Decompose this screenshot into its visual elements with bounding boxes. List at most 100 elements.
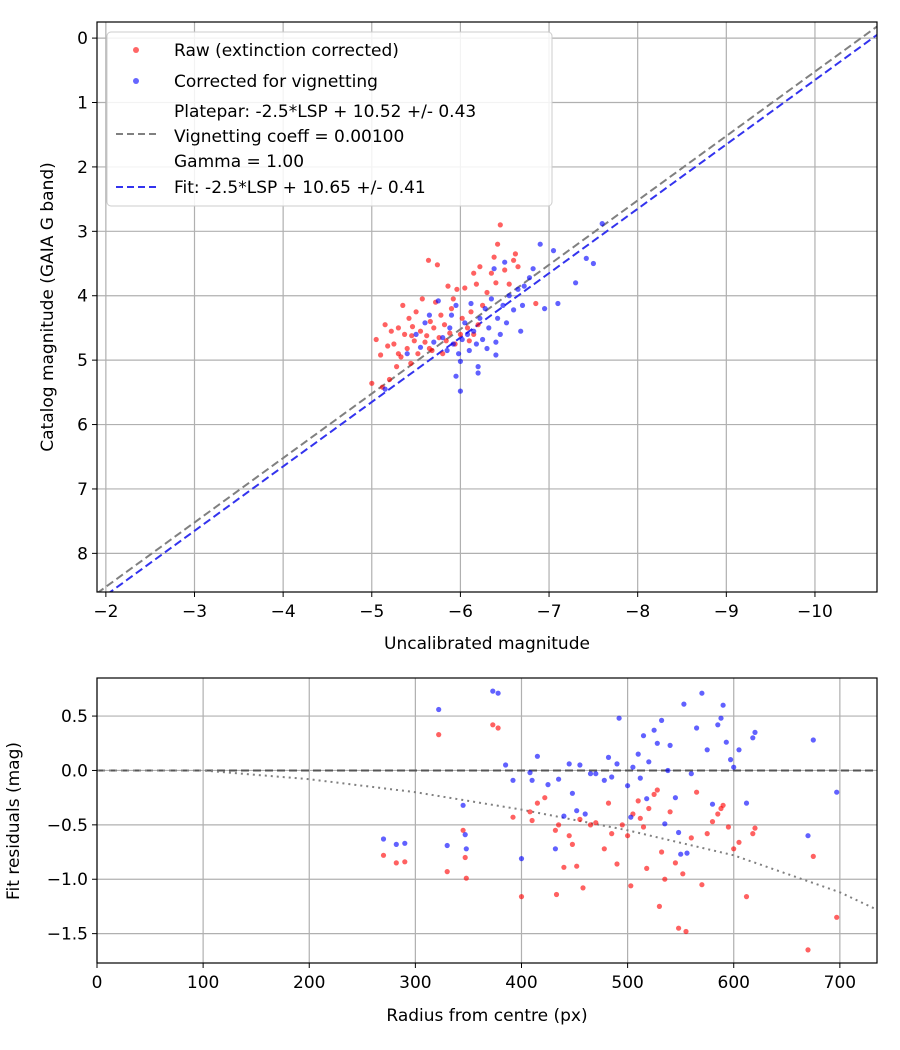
top-point-series-1	[462, 320, 468, 326]
top-point-series-0	[445, 283, 451, 289]
bottom-point-series-0	[720, 802, 726, 808]
bottom-point-series-1	[490, 688, 496, 694]
top-point-series-1	[471, 328, 477, 334]
top-point-series-1	[464, 331, 471, 337]
bottom-point-series-0	[574, 863, 580, 869]
bottom-point-series-1	[684, 850, 690, 856]
top-point-series-0	[440, 351, 446, 357]
bottom-point-series-1	[577, 762, 583, 768]
top-point-series-0	[402, 331, 408, 337]
bottom-point-series-0	[587, 822, 594, 828]
bottom-point-series-0	[709, 819, 716, 825]
bottom-point-series-1	[402, 840, 408, 846]
top-point-series-1	[482, 306, 488, 312]
top-point-series-1	[447, 325, 453, 331]
bottom-point-series-0	[436, 732, 442, 738]
top-point-series-0	[488, 270, 494, 276]
top-point-series-0	[434, 262, 440, 268]
top-point-series-0	[409, 324, 416, 330]
bottom-point-series-1	[444, 842, 450, 849]
top-point-series-1	[448, 312, 455, 318]
top-point-series-1	[475, 370, 481, 376]
top-point-series-0	[378, 352, 384, 358]
bottom-point-series-1	[574, 808, 580, 814]
bottom-point-series-0	[601, 846, 607, 852]
bottom-axes-frame	[96, 677, 878, 964]
top-point-series-0	[388, 328, 394, 334]
top-point-series-1	[537, 241, 543, 247]
bottom-point-series-1	[462, 832, 468, 838]
top-x-axis-label: Uncalibrated magnitude	[384, 634, 590, 654]
top-point-series-1	[453, 302, 459, 308]
top-point-series-1	[484, 345, 490, 352]
bottom-point-series-0	[561, 864, 567, 870]
bottom-point-series-0	[580, 885, 586, 891]
bottom-point-series-1	[460, 802, 466, 808]
bottom-point-series-0	[628, 883, 634, 889]
top-point-series-0	[395, 351, 401, 357]
top-y-tick-label: 3	[77, 222, 88, 242]
top-y-tick-label: 4	[77, 287, 88, 307]
top-point-series-0	[425, 257, 432, 263]
bottom-point-series-0	[444, 869, 450, 875]
bottom-point-series-0	[662, 876, 668, 882]
bottom-point-series-0	[510, 814, 516, 820]
bottom-point-series-0	[625, 833, 631, 839]
bottom-x-tick-label: 0	[92, 973, 103, 993]
top-point-series-1	[491, 266, 497, 272]
bottom-point-series-1	[552, 846, 559, 852]
top-point-series-0	[533, 300, 539, 307]
bottom-point-series-0	[750, 831, 756, 837]
bottom-y-tick-label: −0.5	[47, 816, 88, 836]
bottom-point-series-1	[731, 764, 737, 770]
top-y-tick-label: 6	[77, 416, 88, 436]
bottom-point-series-1	[510, 777, 516, 783]
top-x-tick-label: −2	[93, 602, 118, 622]
top-x-tick-label: −5	[359, 602, 384, 622]
bottom-point-series-1	[715, 722, 721, 728]
top-point-series-1	[518, 328, 524, 334]
top-point-series-0	[386, 376, 393, 383]
bottom-point-series-1	[678, 851, 684, 857]
bottom-point-series-1	[704, 747, 710, 753]
top-y-tick-label: 5	[77, 351, 88, 371]
bottom-x-tick-label: 500	[611, 973, 643, 993]
top-y-tick-label: 7	[77, 480, 88, 500]
bottom-point-series-1	[834, 789, 840, 795]
top-point-series-0	[385, 343, 391, 349]
bottom-point-series-0	[654, 787, 660, 793]
bottom-point-series-0	[640, 824, 647, 830]
top-point-series-0	[424, 333, 430, 339]
bottom-point-series-1	[630, 764, 636, 770]
legend-platepar-line-0: Platepar: -2.5*LSP + 10.52 +/- 0.43	[174, 102, 476, 122]
top-point-series-0	[506, 281, 512, 287]
bottom-point-series-1	[495, 690, 501, 696]
bottom-point-series-1	[672, 795, 679, 801]
top-point-series-0	[512, 251, 519, 257]
top-point-series-0	[493, 280, 499, 286]
bottom-point-series-0	[646, 805, 652, 812]
bottom-point-series-1	[569, 790, 576, 796]
bottom-x-tick-label: 100	[187, 973, 219, 993]
top-series	[97, 25, 877, 592]
bottom-point-series-0	[529, 817, 535, 824]
bottom-point-series-0	[566, 833, 572, 839]
bottom-point-series-0	[752, 825, 758, 831]
top-point-series-0	[447, 330, 453, 336]
bottom-point-series-0	[736, 839, 742, 845]
top-point-series-1	[475, 364, 481, 370]
top-point-series-0	[468, 309, 474, 315]
bottom-point-series-1	[561, 813, 567, 819]
top-point-series-0	[395, 325, 401, 331]
top-point-series-0	[406, 315, 412, 321]
bottom-point-series-1	[518, 856, 525, 862]
top-point-series-0	[411, 338, 417, 344]
bottom-point-series-1	[593, 771, 599, 777]
top-legend: Raw (extinction corrected) Corrected for…	[106, 31, 553, 207]
bottom-y-tick-label: −1.0	[47, 870, 88, 890]
top-point-series-0	[382, 322, 388, 328]
top-point-series-1	[426, 312, 432, 318]
legend-fit-label: Fit: -2.5*LSP + 10.65 +/- 0.41	[174, 178, 426, 198]
bottom-x-tick-label: 600	[718, 973, 750, 993]
top-point-series-0	[373, 336, 379, 343]
